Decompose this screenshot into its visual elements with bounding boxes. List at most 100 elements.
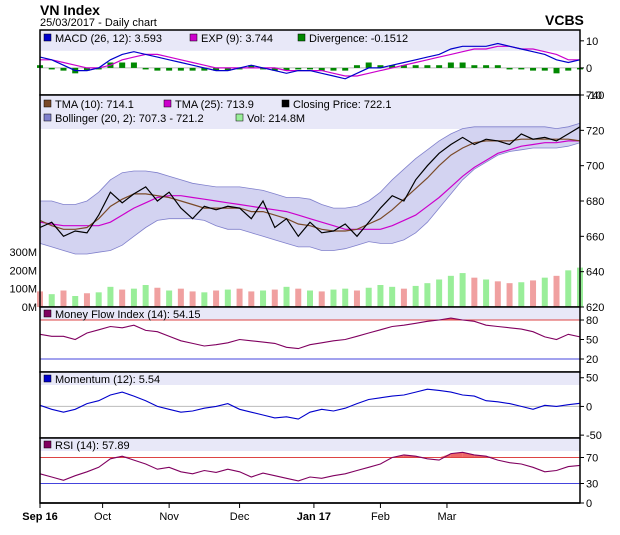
volume-bar bbox=[142, 285, 149, 307]
mfi-legend-stripe bbox=[40, 307, 580, 320]
price-legend-swatch-0 bbox=[43, 99, 52, 108]
macd-divergence-bar bbox=[389, 65, 396, 68]
volume-bar bbox=[436, 279, 443, 307]
rsi-legend-swatch-0 bbox=[43, 440, 52, 449]
price-legend-swatch-2 bbox=[281, 99, 290, 108]
macd-divergence-bar bbox=[260, 67, 267, 70]
volume-bar bbox=[236, 288, 243, 307]
volume-bar bbox=[154, 287, 161, 307]
rsi-overbought-area bbox=[439, 453, 451, 458]
rsi-y-tick-label-0: 70 bbox=[586, 453, 598, 465]
volume-bar bbox=[553, 275, 560, 307]
price-legend-label-1: TMA (25): 713.9 bbox=[175, 99, 254, 111]
macd-divergence-bar bbox=[201, 67, 208, 71]
macd-legend-swatch-1 bbox=[189, 33, 198, 42]
volume-bar bbox=[389, 286, 396, 307]
mfi-y-tick-label-0: 80 bbox=[586, 315, 598, 327]
rsi-legend-stripe bbox=[40, 438, 580, 451]
chart-subtitle: 25/03/2017 - Daily chart bbox=[40, 17, 157, 29]
macd-divergence-bar bbox=[506, 67, 513, 70]
volume-bar bbox=[107, 286, 114, 307]
macd-divergence-bar bbox=[365, 62, 372, 68]
macd-divergence-bar bbox=[330, 67, 337, 71]
mfi-legend-swatch-0 bbox=[43, 309, 52, 318]
macd-divergence-bar bbox=[459, 62, 466, 68]
x-tick-label-0: Sep 16 bbox=[22, 511, 57, 523]
x-tick-label-3: Dec bbox=[230, 511, 250, 523]
volume-bar bbox=[271, 289, 278, 307]
price-y-tick-label-2: 700 bbox=[586, 161, 604, 173]
volume-bar bbox=[60, 290, 67, 307]
rsi-y-tick-label-2: 0 bbox=[586, 498, 592, 510]
macd-stripe bbox=[40, 30, 580, 51]
macd-divergence-bar bbox=[541, 67, 548, 71]
volume-bar bbox=[342, 288, 349, 307]
rsi-legend-label-0: RSI (14): 57.89 bbox=[55, 440, 130, 452]
x-tick-label-1: Oct bbox=[94, 511, 111, 523]
closing-price-line bbox=[39, 126, 581, 238]
volume-bar bbox=[424, 283, 431, 307]
volume-bar bbox=[471, 277, 478, 307]
momentum-y-tick-label-0: 50 bbox=[586, 373, 598, 385]
volume-bar bbox=[483, 279, 490, 307]
macd-divergence-bar bbox=[307, 67, 313, 70]
volume-bar bbox=[189, 291, 196, 307]
volume-bar bbox=[377, 285, 384, 307]
rsi-y-tick-label-1: 30 bbox=[586, 479, 598, 491]
mfi-legend-label-0: Money Flow Index (14): 54.15 bbox=[55, 309, 201, 321]
macd-divergence-bar bbox=[213, 67, 220, 71]
volume-bar bbox=[260, 290, 267, 307]
macd-divergence-bar bbox=[553, 67, 560, 74]
price-y-tick-label-3: 680 bbox=[586, 196, 604, 208]
macd-divergence-bar bbox=[177, 67, 184, 71]
macd-divergence-bar bbox=[166, 67, 173, 71]
x-tick-label-2: Nov bbox=[159, 511, 179, 523]
macd-divergence-bar bbox=[318, 67, 325, 71]
volume-bar bbox=[530, 280, 537, 307]
volume-bar bbox=[213, 290, 220, 307]
price-legend-label-0: TMA (10): 714.1 bbox=[55, 99, 134, 111]
price-y-tick-label-4: 660 bbox=[586, 231, 604, 243]
macd-divergence-bar bbox=[471, 65, 478, 68]
macd-divergence-bar bbox=[424, 65, 431, 68]
macd-divergence-bar bbox=[494, 65, 501, 68]
volume-bar bbox=[447, 275, 454, 307]
rsi-overbought-area bbox=[462, 452, 475, 458]
macd-divergence-bar bbox=[236, 67, 243, 70]
macd-divergence-bar bbox=[400, 65, 407, 68]
macd-divergence-bar bbox=[83, 67, 90, 71]
volume-bar bbox=[330, 289, 337, 307]
momentum-legend-label-0: Momentum (12): 5.54 bbox=[55, 374, 160, 386]
mfi-line bbox=[39, 317, 581, 350]
macd-divergence-bar bbox=[436, 65, 443, 68]
macd-legend-label-1: EXP (9): 3.744 bbox=[201, 33, 273, 45]
price-legend-stripe bbox=[40, 95, 580, 129]
volume-bar bbox=[518, 282, 525, 307]
volume-bar bbox=[248, 291, 255, 307]
macd-divergence-bar bbox=[248, 65, 255, 68]
volume-bar bbox=[318, 291, 325, 307]
macd-divergence-bar bbox=[60, 67, 67, 71]
volume-bar bbox=[83, 293, 90, 307]
volume-tick-label-2: 100M bbox=[9, 284, 37, 296]
macd-divergence-bar bbox=[295, 67, 302, 70]
price-legend2-swatch-1 bbox=[235, 113, 244, 122]
price-y-tick-label-1: 720 bbox=[586, 125, 604, 137]
volume-bar bbox=[130, 288, 137, 307]
brand-label: VCBS bbox=[545, 12, 584, 28]
macd-divergence-bar bbox=[412, 65, 419, 68]
momentum-y-tick-label-2: -50 bbox=[586, 430, 602, 442]
volume-bar bbox=[353, 290, 360, 307]
volume-bar bbox=[565, 270, 572, 307]
macd-y-tick-label-0: 10 bbox=[586, 36, 598, 48]
volume-bar bbox=[459, 273, 466, 307]
volume-bar bbox=[541, 277, 548, 307]
macd-divergence-bar bbox=[565, 67, 572, 71]
volume-bar bbox=[295, 288, 302, 307]
macd-divergence-bar bbox=[342, 67, 349, 71]
price-y-tick-label-5: 640 bbox=[586, 267, 604, 279]
tma10-line bbox=[39, 138, 581, 232]
momentum-y-tick-label-1: 0 bbox=[586, 401, 592, 413]
